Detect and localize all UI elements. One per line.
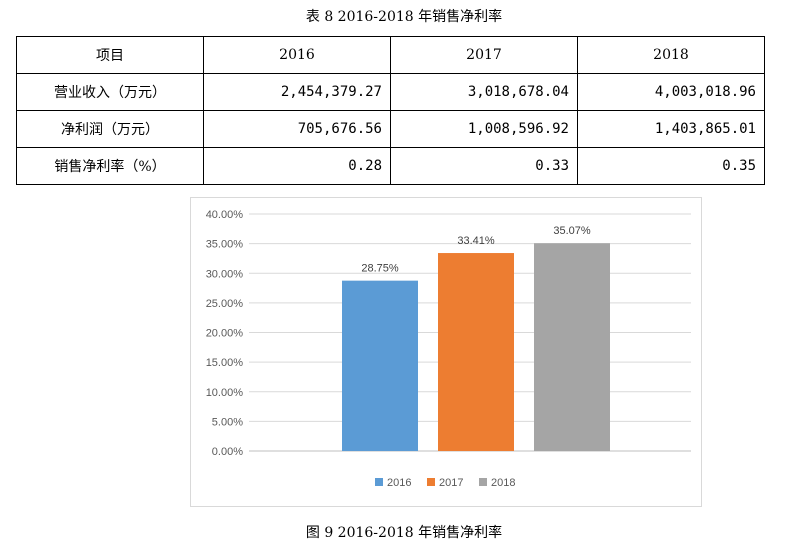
table-row-net-profit: 净利润（万元） 705,676.56 1,008,596.92 1,403,86…: [16, 110, 765, 148]
y-tick-label: 20.00%: [206, 328, 244, 340]
y-tick-label: 15.00%: [206, 357, 244, 369]
header-cell-2018: 2018: [577, 36, 765, 74]
data-label: 28.75%: [361, 263, 399, 275]
y-tick-label: 0.00%: [212, 446, 243, 458]
row-label: 净利润（万元）: [16, 110, 204, 148]
header-cell-2017: 2017: [390, 36, 578, 74]
table-cell: 0.33: [390, 147, 578, 185]
table-caption: 表 8 2016-2018 年销售净利率: [305, 9, 503, 25]
data-label: 33.41%: [457, 235, 495, 247]
y-tick-label: 35.00%: [206, 239, 244, 251]
header-cell-2016: 2016: [203, 36, 391, 74]
header-cell-item: 项目: [16, 36, 204, 74]
legend-label: 2017: [439, 477, 463, 489]
data-label: 35.07%: [553, 225, 591, 237]
table-row-net-margin: 销售净利率（%） 0.28 0.33 0.35: [16, 147, 765, 185]
table-cell: 3,018,678.04: [390, 73, 578, 111]
y-tick-label: 10.00%: [206, 387, 244, 399]
bar-2018: [534, 243, 610, 451]
chart-frame: 0.00% 5.00% 10.00% 15.00% 20.00% 25.00% 30.00%…: [190, 197, 702, 507]
bar-2017: [438, 253, 514, 451]
row-label: 营业收入（万元）: [16, 73, 204, 111]
row-label: 销售净利率（%）: [16, 147, 204, 185]
table-row-revenue: 营业收入（万元） 2,454,379.27 3,018,678.04 4,003…: [16, 73, 765, 111]
legend-swatch-2016: [375, 478, 383, 486]
table-cell: 0.35: [577, 147, 765, 185]
table-cell: 1,403,865.01: [577, 110, 765, 148]
table-cell: 4,003,018.96: [577, 73, 765, 111]
table-cell: 705,676.56: [203, 110, 391, 148]
table-cell: 2,454,379.27: [203, 73, 391, 111]
legend-label: 2018: [491, 477, 515, 489]
figure-caption: 图 9 2016-2018 年销售净利率: [305, 525, 503, 541]
y-tick-label: 5.00%: [212, 416, 243, 428]
legend-swatch-2018: [479, 478, 487, 486]
bar-2016: [342, 280, 418, 451]
table-cell: 1,008,596.92: [390, 110, 578, 148]
net-margin-table: 项目 2016 2017 2018 营业收入（万元） 2,454,379.27 …: [16, 36, 765, 185]
y-tick-label: 25.00%: [206, 298, 244, 310]
legend-label: 2016: [387, 477, 411, 489]
net-margin-bar-chart: 0.00% 5.00% 10.00% 15.00% 20.00% 25.00% 30.00%…: [206, 209, 691, 489]
table-header-row: 项目 2016 2017 2018: [16, 36, 765, 74]
table-cell: 0.28: [203, 147, 391, 185]
y-tick-label: 40.00%: [206, 209, 244, 221]
y-tick-label: 30.00%: [206, 268, 244, 280]
legend-swatch-2017: [427, 478, 435, 486]
